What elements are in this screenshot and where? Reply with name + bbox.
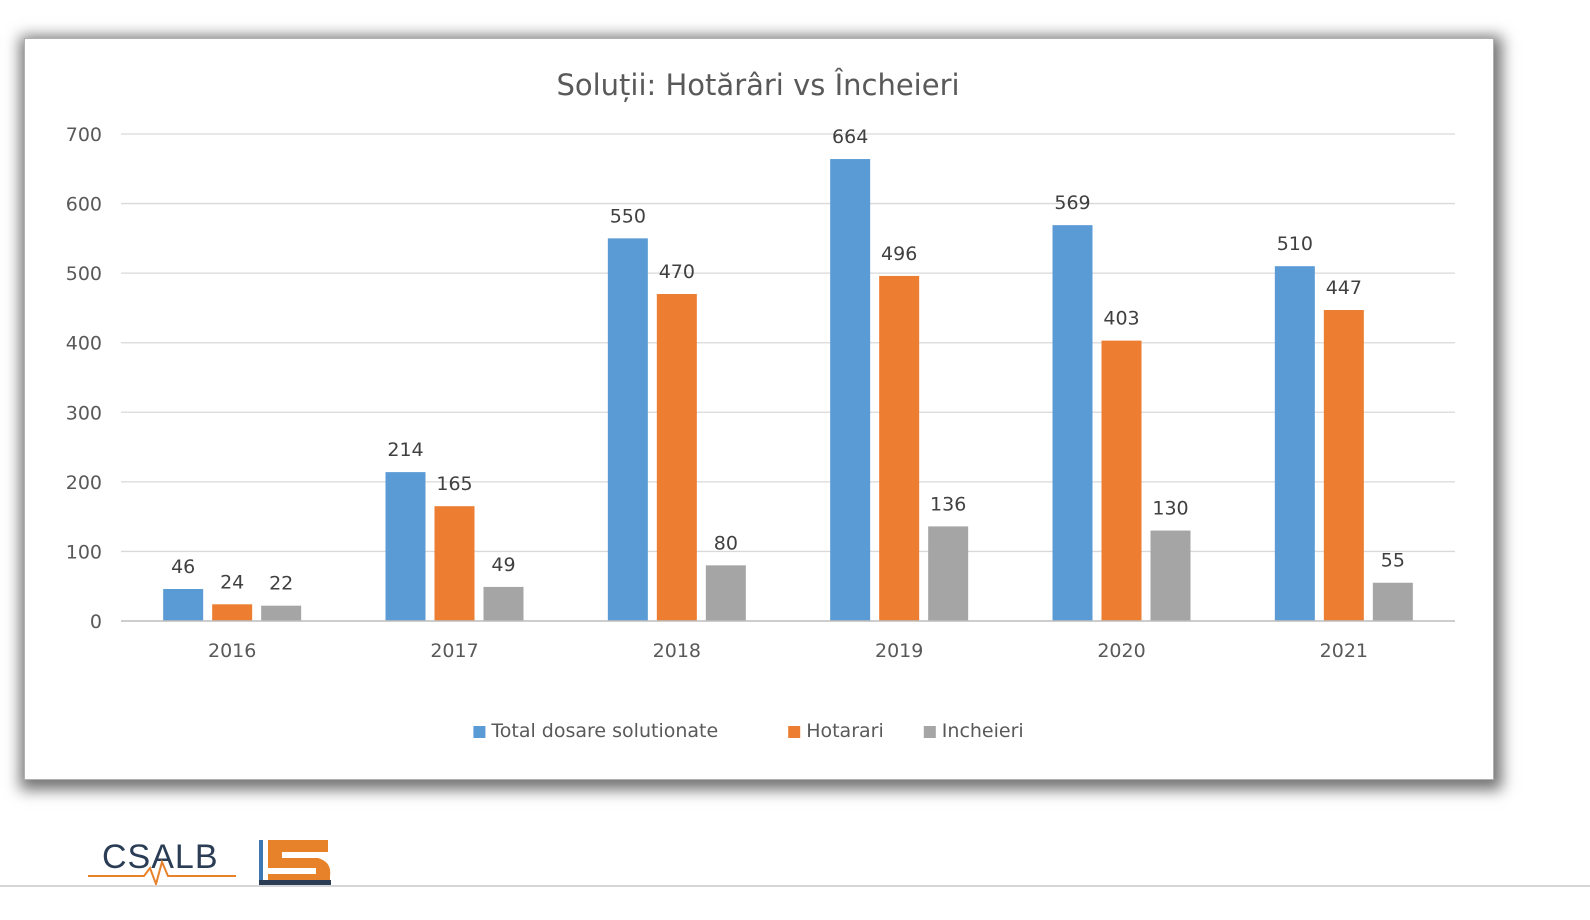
logo-five-base (259, 880, 331, 885)
data-label: 136 (930, 493, 966, 515)
legend-swatch (923, 726, 936, 738)
bar (1052, 225, 1093, 622)
data-label: 165 (436, 473, 472, 495)
bar (607, 238, 648, 621)
legend-swatch (788, 726, 801, 738)
bar-chart: Soluții: Hotărâri vs Încheieri 46 24 22 214… (66, 68, 1455, 742)
legend: Total dosare solutionate Hotarari Incheier… (473, 720, 1024, 742)
bar (705, 565, 746, 621)
data-label: 46 (171, 556, 195, 578)
data-label: 510 (1277, 233, 1313, 255)
legend-swatch (473, 726, 486, 738)
bar (212, 604, 253, 621)
bar (1323, 310, 1364, 621)
bar (928, 526, 969, 621)
bar (1372, 582, 1413, 621)
footer-divider (0, 885, 1590, 887)
data-label: 447 (1326, 277, 1362, 299)
data-label: 80 (714, 532, 738, 554)
bar (1274, 266, 1315, 621)
data-label: 22 (269, 573, 293, 595)
data-label: 496 (881, 243, 917, 265)
csalb-logo: CSALB (86, 832, 346, 887)
y-tick-label: 500 (66, 263, 102, 285)
legend-label: Hotarari (806, 720, 884, 742)
data-labels: 46 24 22 214 165 49 550 470 80 664 496 136 569 403 130… (171, 126, 1405, 595)
legend-label: Incheieri (942, 720, 1024, 742)
bar (1150, 530, 1191, 621)
bars (163, 159, 1413, 622)
bar (830, 159, 871, 621)
data-label: 470 (659, 261, 695, 283)
bar (261, 605, 302, 621)
logo-wave-line (88, 858, 236, 887)
bar (434, 506, 475, 621)
bar (385, 472, 426, 621)
data-label: 214 (387, 439, 423, 461)
data-label: 403 (1103, 308, 1139, 330)
logo-five-shape (268, 840, 331, 884)
x-tick-label: 2020 (1097, 640, 1145, 662)
y-tick-label: 300 (66, 402, 102, 424)
bar (656, 294, 697, 621)
logo-five-bar-left (259, 840, 263, 884)
y-tick-label: 100 (66, 541, 102, 563)
y-tick-label: 700 (66, 124, 102, 146)
logo-graphic (88, 840, 331, 887)
bar (483, 586, 524, 621)
data-label: 569 (1054, 192, 1090, 214)
data-label: 664 (832, 126, 868, 148)
bar (1101, 340, 1142, 621)
x-tick-label: 2019 (875, 640, 923, 662)
x-tick-label: 2017 (430, 640, 478, 662)
chart-frame: Soluții: Hotărâri vs Încheieri 46 24 22 214… (24, 38, 1494, 780)
data-label: 24 (220, 571, 244, 593)
y-tick-label: 400 (66, 333, 102, 355)
x-tick-label: 2018 (653, 640, 701, 662)
axes: 0 100 200 300 400 500 600 700 2016 2017 2018 2019 20… (66, 124, 1455, 662)
data-label: 55 (1381, 550, 1405, 572)
y-tick-label: 0 (90, 611, 102, 633)
bar (163, 588, 204, 621)
data-label: 130 (1152, 498, 1188, 520)
bar (879, 275, 920, 621)
y-tick-label: 600 (66, 194, 102, 216)
y-tick-label: 200 (66, 472, 102, 494)
gridlines (121, 133, 1455, 622)
x-tick-label: 2021 (1320, 640, 1368, 662)
x-tick-label: 2016 (208, 640, 256, 662)
chart-title: Soluții: Hotărâri vs Încheieri (556, 68, 959, 102)
data-label: 550 (610, 205, 646, 227)
legend-label: Total dosare solutionate (490, 720, 718, 742)
data-label: 49 (491, 554, 515, 576)
